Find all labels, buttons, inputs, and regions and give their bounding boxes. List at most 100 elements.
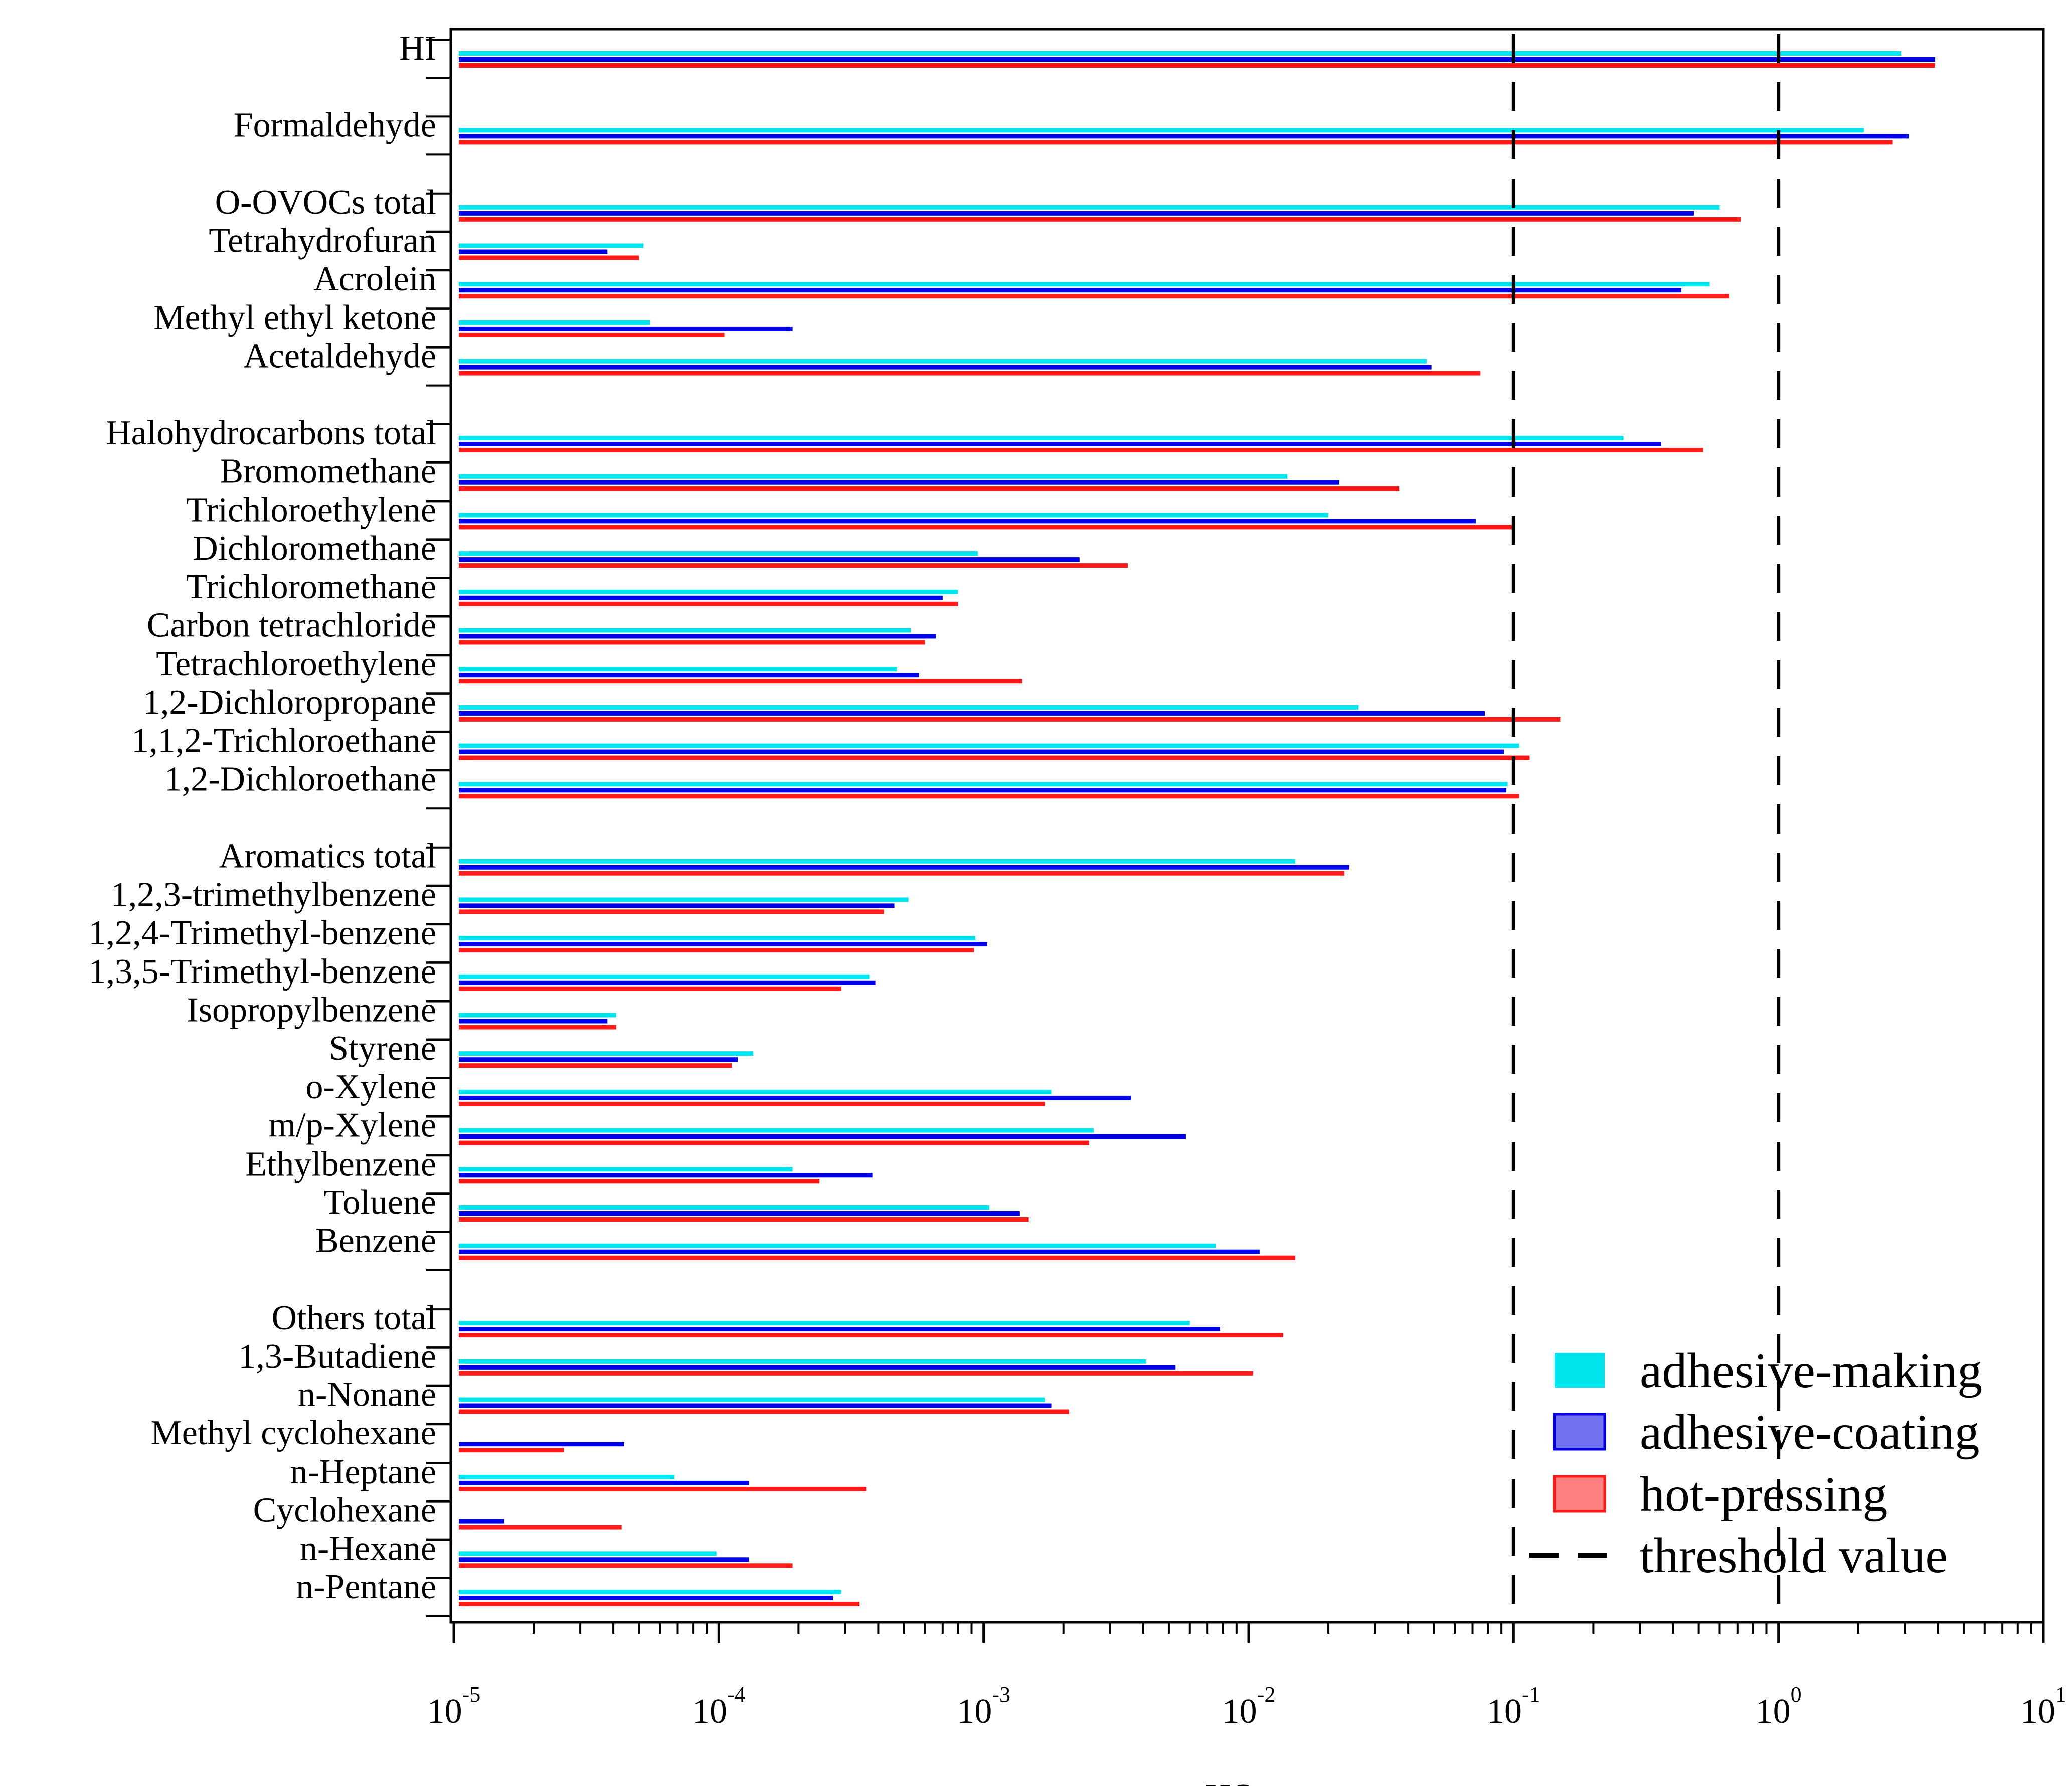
bar-making-11 bbox=[459, 551, 978, 556]
x-tick-label: 100 bbox=[1756, 1682, 1802, 1731]
bar-coating-26 bbox=[459, 1173, 873, 1178]
category-label: m/p-Xylene bbox=[269, 1106, 436, 1145]
bar-making-28 bbox=[459, 1243, 1216, 1248]
bar-making-22 bbox=[459, 1013, 616, 1018]
category-label: Tetrachloroethylene bbox=[156, 644, 436, 683]
category-label: Tetrahydrofuran bbox=[209, 222, 436, 260]
category-label: Trichloroethylene bbox=[186, 491, 436, 529]
x-tick-label: 101 bbox=[2020, 1682, 2066, 1731]
category-label: Formaldehyde bbox=[234, 106, 436, 144]
bar-pressing-21 bbox=[459, 986, 841, 991]
bar-coating-3 bbox=[459, 211, 1694, 216]
bar-pressing-22 bbox=[459, 1025, 616, 1030]
bar-coating-12 bbox=[459, 595, 943, 600]
bar-pressing-16 bbox=[459, 755, 1530, 760]
bar-pressing-14 bbox=[459, 679, 1022, 684]
bar-pressing-27 bbox=[459, 1217, 1029, 1222]
legend-swatch-coating bbox=[1553, 1413, 1606, 1451]
x-tick-label: 10-2 bbox=[1222, 1682, 1276, 1731]
bar-coating-27 bbox=[459, 1211, 1020, 1216]
bar-coating-25 bbox=[459, 1134, 1186, 1139]
bar-pressing-34 bbox=[459, 1525, 622, 1530]
bar-making-24 bbox=[459, 1089, 1052, 1094]
plot-frame bbox=[449, 28, 2045, 1624]
category-label: 1,3,5-Trimethyl-benzene bbox=[89, 952, 436, 991]
category-label: 1,2-Dichloropropane bbox=[143, 683, 436, 722]
bar-making-13 bbox=[459, 628, 911, 633]
category-label: o-Xylene bbox=[306, 1068, 436, 1106]
bar-making-25 bbox=[459, 1128, 1094, 1133]
bar-making-27 bbox=[459, 1205, 989, 1210]
bar-coating-6 bbox=[459, 326, 793, 331]
bar-making-2 bbox=[459, 128, 1864, 133]
bar-coating-32 bbox=[459, 1442, 624, 1447]
bar-coating-13 bbox=[459, 634, 936, 639]
bar-making-15 bbox=[459, 705, 1359, 710]
x-tick-label: 10-4 bbox=[692, 1682, 746, 1731]
category-label: Acrolein bbox=[313, 260, 436, 298]
bar-making-36 bbox=[459, 1590, 841, 1594]
x-tick-label: 10-3 bbox=[957, 1682, 1010, 1731]
bar-coating-11 bbox=[459, 557, 1080, 562]
bars-group bbox=[459, 51, 1935, 1606]
category-label: Toluene bbox=[324, 1183, 436, 1222]
bar-making-20 bbox=[459, 936, 976, 941]
category-label: Aromatics total bbox=[219, 837, 436, 876]
category-label: Methyl cyclohexane bbox=[150, 1414, 436, 1452]
category-label: n-Nonane bbox=[298, 1376, 436, 1414]
bar-pressing-20 bbox=[459, 948, 974, 953]
legend-label-coating: adhesive-coating bbox=[1640, 1404, 1980, 1460]
bar-making-16 bbox=[459, 743, 1519, 748]
category-label: n-Heptane bbox=[290, 1452, 436, 1491]
bar-coating-19 bbox=[459, 903, 895, 908]
category-label: Acetaldehyde bbox=[243, 337, 436, 376]
bar-making-7 bbox=[459, 359, 1427, 364]
bar-pressing-35 bbox=[459, 1563, 793, 1568]
category-label: 1,1,2-Trichloroethane bbox=[131, 722, 436, 760]
bar-making-29 bbox=[459, 1321, 1190, 1326]
bar-making-9 bbox=[459, 474, 1288, 479]
bar-making-35 bbox=[459, 1551, 717, 1556]
bar-coating-1 bbox=[459, 57, 1935, 62]
category-label: 1,2,4-Trimethyl-benzene bbox=[89, 914, 436, 952]
category-label: Methyl ethyl ketone bbox=[153, 298, 436, 337]
category-label: n-Pentane bbox=[296, 1568, 436, 1606]
bar-making-26 bbox=[459, 1167, 793, 1172]
bar-coating-31 bbox=[459, 1403, 1052, 1408]
bar-making-1 bbox=[459, 51, 1901, 56]
bar-pressing-15 bbox=[459, 717, 1561, 722]
bar-coating-21 bbox=[459, 980, 876, 985]
bar-making-18 bbox=[459, 859, 1296, 864]
bar-pressing-7 bbox=[459, 371, 1481, 376]
x-tick-label: 10-1 bbox=[1487, 1682, 1540, 1731]
bar-making-23 bbox=[459, 1051, 754, 1056]
legend-label-threshold: threshold value bbox=[1640, 1528, 1948, 1583]
bar-making-19 bbox=[459, 897, 909, 902]
bar-making-17 bbox=[459, 782, 1508, 787]
bar-coating-15 bbox=[459, 711, 1485, 716]
bar-coating-36 bbox=[459, 1596, 833, 1600]
bar-pressing-8 bbox=[459, 448, 1703, 452]
bar-coating-35 bbox=[459, 1557, 749, 1562]
bar-pressing-3 bbox=[459, 217, 1741, 222]
bar-making-21 bbox=[459, 974, 870, 979]
bar-coating-34 bbox=[459, 1519, 504, 1524]
legend: adhesive-making adhesive-coating hot-press… bbox=[1529, 1343, 1982, 1583]
bar-coating-18 bbox=[459, 865, 1349, 870]
category-label: Trichloromethane bbox=[186, 568, 436, 606]
category-label: Carbon tetrachloride bbox=[147, 606, 436, 645]
bar-coating-23 bbox=[459, 1057, 738, 1062]
bar-pressing-2 bbox=[459, 140, 1893, 145]
legend-swatch-making bbox=[1555, 1353, 1605, 1388]
bar-making-8 bbox=[459, 436, 1624, 440]
bar-coating-5 bbox=[459, 288, 1682, 293]
category-label: 1,2,3-trimethylbenzene bbox=[111, 875, 436, 914]
bar-pressing-26 bbox=[459, 1179, 820, 1184]
bar-pressing-19 bbox=[459, 909, 884, 914]
bar-coating-7 bbox=[459, 365, 1432, 370]
bar-coating-10 bbox=[459, 519, 1476, 524]
bar-making-33 bbox=[459, 1474, 674, 1479]
bar-making-14 bbox=[459, 667, 897, 672]
